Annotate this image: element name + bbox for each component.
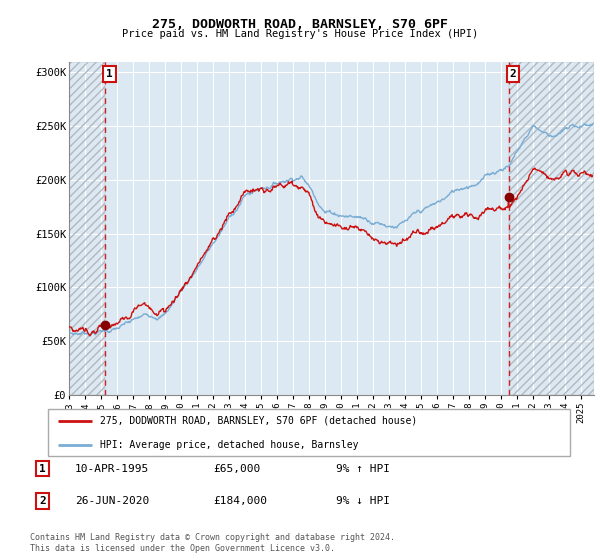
Text: 9% ↑ HPI: 9% ↑ HPI — [336, 464, 390, 474]
Text: 10-APR-1995: 10-APR-1995 — [75, 464, 149, 474]
Text: £184,000: £184,000 — [213, 496, 267, 506]
Text: 275, DODWORTH ROAD, BARNSLEY, S70 6PF: 275, DODWORTH ROAD, BARNSLEY, S70 6PF — [152, 18, 448, 31]
Text: HPI: Average price, detached house, Barnsley: HPI: Average price, detached house, Barn… — [100, 440, 359, 450]
Bar — [509, 62, 594, 395]
Text: 26-JUN-2020: 26-JUN-2020 — [75, 496, 149, 506]
Text: 1: 1 — [106, 69, 113, 79]
Text: 9% ↓ HPI: 9% ↓ HPI — [336, 496, 390, 506]
Text: £65,000: £65,000 — [213, 464, 260, 474]
Text: 275, DODWORTH ROAD, BARNSLEY, S70 6PF (detached house): 275, DODWORTH ROAD, BARNSLEY, S70 6PF (d… — [100, 416, 418, 426]
FancyBboxPatch shape — [48, 409, 570, 456]
Text: Contains HM Land Registry data © Crown copyright and database right 2024.
This d: Contains HM Land Registry data © Crown c… — [30, 533, 395, 553]
Text: 2: 2 — [509, 69, 517, 79]
Bar — [69, 62, 106, 395]
Text: 2: 2 — [39, 496, 46, 506]
Text: 1: 1 — [39, 464, 46, 474]
Text: Price paid vs. HM Land Registry's House Price Index (HPI): Price paid vs. HM Land Registry's House … — [122, 29, 478, 39]
